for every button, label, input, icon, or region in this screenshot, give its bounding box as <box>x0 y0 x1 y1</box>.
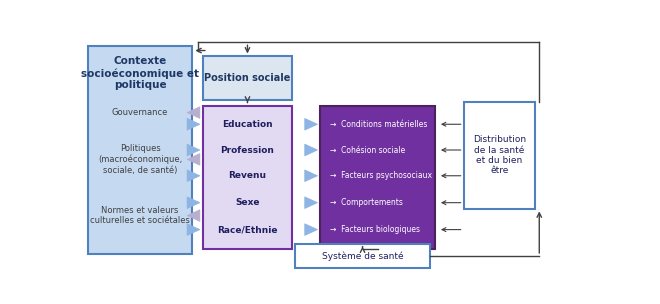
Text: Revenu: Revenu <box>228 171 267 180</box>
Text: Système de santé: Système de santé <box>321 251 403 261</box>
Text: Position sociale: Position sociale <box>205 73 290 83</box>
Polygon shape <box>187 210 200 221</box>
Polygon shape <box>187 224 200 236</box>
FancyBboxPatch shape <box>295 244 430 268</box>
Polygon shape <box>305 224 317 236</box>
Polygon shape <box>187 197 200 209</box>
Text: Sexe: Sexe <box>235 198 259 207</box>
Polygon shape <box>187 144 200 156</box>
Polygon shape <box>305 119 317 130</box>
FancyBboxPatch shape <box>463 102 535 209</box>
Text: →  Comportements: → Comportements <box>329 198 403 207</box>
Text: →  Cohésion sociale: → Cohésion sociale <box>329 146 405 154</box>
Text: Contexte
socioéconomique et
politique: Contexte socioéconomique et politique <box>81 56 199 90</box>
Text: Gouvernance: Gouvernance <box>112 108 168 117</box>
Text: Race/Ethnie: Race/Ethnie <box>217 225 278 234</box>
Text: Distribution
de la santé
et du bien
être: Distribution de la santé et du bien être <box>473 135 526 175</box>
Text: →  Conditions matérielles: → Conditions matérielles <box>329 120 427 129</box>
Text: Normes et valeurs
culturelles et sociétales: Normes et valeurs culturelles et sociéta… <box>90 206 190 225</box>
Text: →  Facteurs biologiques: → Facteurs biologiques <box>329 225 420 234</box>
Text: Education: Education <box>222 120 273 129</box>
FancyBboxPatch shape <box>203 56 292 100</box>
FancyBboxPatch shape <box>203 105 292 250</box>
Text: Profession: Profession <box>220 146 275 154</box>
FancyBboxPatch shape <box>320 105 436 250</box>
Text: Politiques
(macroéconomique,
sociale, de santé): Politiques (macroéconomique, sociale, de… <box>98 144 182 174</box>
Polygon shape <box>305 144 317 156</box>
FancyBboxPatch shape <box>88 46 193 254</box>
Text: →  Facteurs psychosociaux: → Facteurs psychosociaux <box>329 171 432 180</box>
Polygon shape <box>187 170 200 181</box>
Polygon shape <box>305 170 317 181</box>
Polygon shape <box>187 107 200 119</box>
Polygon shape <box>187 154 200 165</box>
Polygon shape <box>187 119 200 130</box>
Polygon shape <box>305 197 317 209</box>
